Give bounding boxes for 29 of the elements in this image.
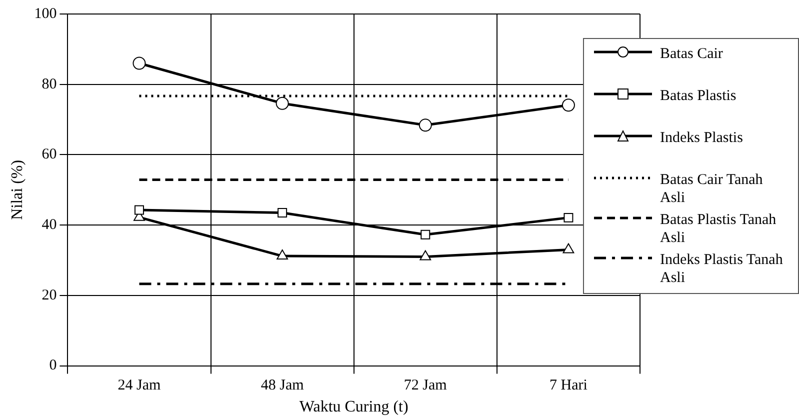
point (418, 118, 432, 132)
legend-label: Batas Cair Tanah Asli (660, 171, 764, 207)
x-axis-title: Waktu Curing (t) (299, 398, 408, 416)
legend-label: Batas Plastis Tanah Asli (660, 211, 778, 247)
x-tick-label: 48 Jam (260, 378, 304, 394)
y-tick-label: 20 (42, 287, 57, 304)
y-tick-label: 60 (42, 146, 57, 163)
point (420, 230, 430, 240)
y-tick-label: 40 (42, 217, 57, 234)
x-tick-label: 24 Jam (118, 378, 162, 394)
point (132, 56, 146, 70)
y-tick-label: 100 (34, 6, 57, 22)
point (134, 205, 144, 215)
point (276, 250, 288, 260)
y-tick-label: 0 (49, 358, 57, 374)
point (278, 208, 288, 218)
point (564, 212, 574, 222)
legend-label: Batas Plastis (660, 87, 738, 105)
legend-label: Indeks Plastis (660, 129, 744, 147)
point (276, 96, 289, 110)
point (562, 98, 575, 112)
point (420, 250, 432, 260)
y-tick-label: 80 (42, 76, 57, 92)
y-axis-title: Nilai (%) (8, 160, 26, 220)
x-tick-label: 72 Jam (404, 378, 448, 394)
point (562, 243, 574, 254)
legend-label: Batas Cair (660, 45, 724, 63)
x-tick-label: 7 Hari (550, 378, 588, 394)
legend-label: Indeks Plastis Tanah Asli (660, 251, 784, 287)
